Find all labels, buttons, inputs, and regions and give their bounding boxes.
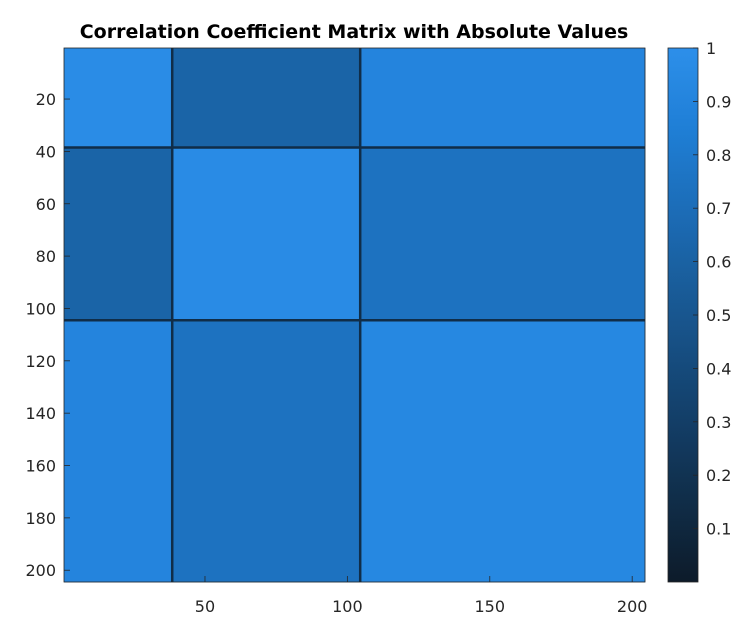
- heatmap-block-0-1: [172, 48, 361, 148]
- colorbar-tick-label: 0.3: [706, 413, 731, 432]
- colorbar-axis: 0.1 0.2 0.3 0.4 0.5 0.6 0.7 0.8 0.9 1: [693, 39, 731, 539]
- colorbar-tick-label: 0.7: [706, 199, 731, 218]
- colorbar-tick-label: 0.4: [706, 359, 731, 378]
- x-tick-label: 200: [617, 597, 648, 616]
- x-tick-label: 150: [475, 597, 506, 616]
- colorbar-tick-label: 0.9: [706, 92, 731, 111]
- colorbar-tick-label: 0.2: [706, 466, 731, 485]
- y-tick-label: 40: [36, 142, 56, 161]
- y-tick-label: 80: [36, 247, 56, 266]
- heatmap-block-1-0: [64, 147, 173, 321]
- y-tick-label: 100: [25, 299, 56, 318]
- y-tick-label: 20: [36, 90, 56, 109]
- heatmap-block-2-1: [172, 320, 361, 583]
- heatmap-block-0-0: [64, 48, 173, 148]
- colorbar-tick-label: 0.1: [706, 520, 731, 539]
- colorbar-tick-label: 0.8: [706, 146, 731, 165]
- y-tick-label: 140: [25, 404, 56, 423]
- chart-title: Correlation Coefficient Matrix with Abso…: [80, 21, 629, 43]
- x-tick-label: 50: [195, 597, 215, 616]
- x-axis: 50 100 150 200: [195, 576, 648, 616]
- heatmap-block-2-2: [360, 320, 646, 583]
- colorbar-tick-label: 0.5: [706, 306, 731, 325]
- y-tick-label: 120: [25, 352, 56, 371]
- y-axis: 20 40 60 80 100 120 140 160 180 200: [25, 90, 70, 580]
- heatmap-cells: [64, 48, 646, 583]
- colorbar-tick-label: 1: [706, 39, 716, 58]
- heatmap-block-2-0: [64, 320, 173, 583]
- heatmap-block-0-2: [360, 48, 646, 148]
- y-tick-label: 200: [25, 561, 56, 580]
- colorbar-tick-label: 0.6: [706, 253, 731, 272]
- x-tick-label: 100: [332, 597, 363, 616]
- y-tick-label: 60: [36, 195, 56, 214]
- y-tick-label: 160: [25, 457, 56, 476]
- heatmap-block-1-2: [360, 147, 646, 321]
- heatmap-block-1-1: [172, 147, 361, 321]
- y-tick-label: 180: [25, 509, 56, 528]
- plot-frame: [63, 47, 646, 583]
